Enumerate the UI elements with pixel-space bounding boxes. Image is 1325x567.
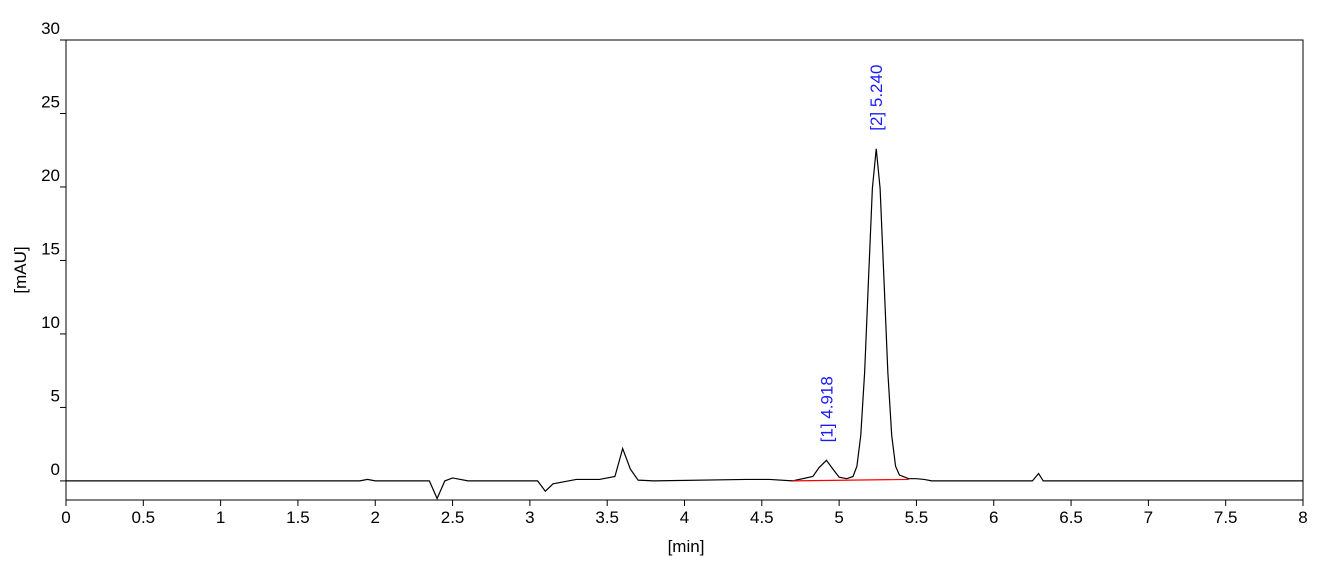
x-tick-label: 4.5	[750, 508, 774, 527]
x-tick-label: 7.5	[1214, 508, 1238, 527]
y-axis-label: [mAU]	[11, 246, 30, 293]
y-tick-label: 25	[41, 92, 60, 111]
x-tick-label: 5.5	[905, 508, 929, 527]
x-tick-label: 7	[1144, 508, 1153, 527]
x-tick-label: 0.5	[131, 508, 155, 527]
y-tick-label: 15	[41, 239, 60, 258]
y-tick-label: 10	[41, 313, 60, 332]
x-tick-label: 6	[989, 508, 998, 527]
trace	[792, 478, 909, 482]
y-tick-label: 20	[41, 166, 60, 185]
trace	[66, 148, 1303, 501]
peak-label: [2] 5.240	[867, 65, 886, 131]
x-tick-label: 4	[680, 508, 689, 527]
peak-label: [1] 4.918	[817, 376, 836, 442]
x-tick-label: 2	[371, 508, 380, 527]
x-tick-label: 1.5	[286, 508, 310, 527]
plot-frame	[65, 39, 1304, 501]
x-tick-label: 0	[61, 508, 70, 527]
y-tick-label: 30	[41, 19, 60, 38]
y-tick-label: 0	[51, 460, 60, 479]
x-tick-label: 5	[834, 508, 843, 527]
x-tick-label: 2.5	[441, 508, 465, 527]
x-tick-label: 1	[216, 508, 225, 527]
x-tick-label: 3.5	[595, 508, 619, 527]
x-tick-label: 8	[1298, 508, 1307, 527]
x-axis-label: [min]	[668, 537, 705, 556]
y-tick-label: 5	[51, 386, 60, 405]
x-tick-label: 6.5	[1059, 508, 1083, 527]
x-tick-label: 3	[525, 508, 534, 527]
